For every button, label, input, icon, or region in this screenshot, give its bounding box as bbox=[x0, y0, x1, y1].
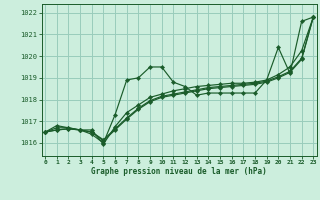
X-axis label: Graphe pression niveau de la mer (hPa): Graphe pression niveau de la mer (hPa) bbox=[91, 167, 267, 176]
